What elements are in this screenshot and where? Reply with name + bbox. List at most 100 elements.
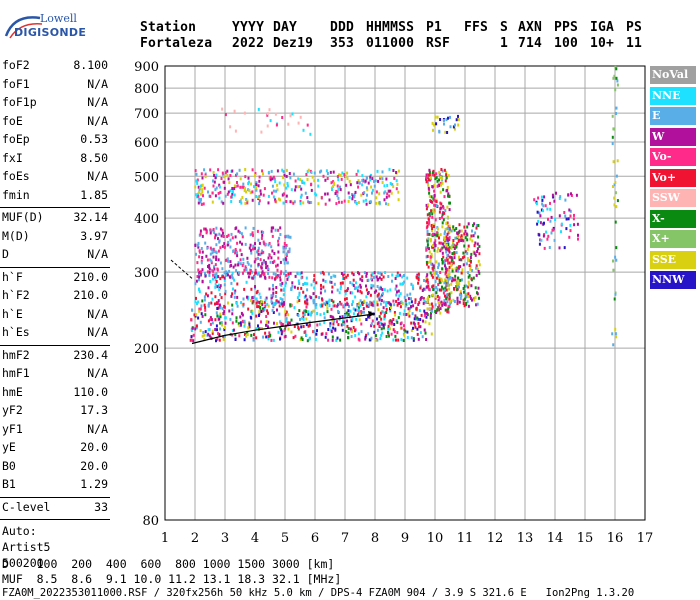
echo-point xyxy=(386,289,389,293)
echo-point xyxy=(427,217,430,221)
echo-point xyxy=(458,258,461,262)
echo-point xyxy=(269,260,272,264)
echo-point xyxy=(214,176,217,180)
echo-point xyxy=(247,295,250,299)
echo-point xyxy=(553,238,556,242)
param-value: N/A xyxy=(87,113,108,128)
echo-point xyxy=(242,262,245,265)
echo-point xyxy=(323,312,326,316)
echo-point xyxy=(456,282,459,286)
echo-point xyxy=(308,337,311,341)
echo-point xyxy=(426,273,429,277)
echo-point xyxy=(365,198,368,202)
echo-point xyxy=(464,236,467,240)
echo-point xyxy=(379,175,382,179)
echo-point xyxy=(380,272,383,276)
echo-point xyxy=(308,201,311,205)
echo-point xyxy=(246,297,249,301)
echo-point xyxy=(443,211,446,215)
param-name: foE xyxy=(2,113,23,128)
echo-point xyxy=(307,168,310,172)
param-value: 0.53 xyxy=(80,132,108,146)
echo-point xyxy=(211,297,214,301)
echo-point xyxy=(260,236,263,240)
echo-point xyxy=(558,214,561,218)
echo-point xyxy=(266,112,269,116)
echo-point xyxy=(256,250,259,254)
echo-point xyxy=(559,195,562,199)
param-row-m-d-: M(D) 3.97 xyxy=(0,229,112,248)
echo-point xyxy=(560,222,563,226)
header-value-ddd: 353 xyxy=(330,36,355,51)
echo-point xyxy=(326,303,328,307)
echo-point xyxy=(236,282,239,286)
echo-point xyxy=(294,274,297,278)
autoscale-line: Auto: xyxy=(2,524,37,538)
echo-point xyxy=(211,251,214,255)
echo-point xyxy=(229,245,232,249)
echo-point xyxy=(477,270,480,273)
echo-point xyxy=(465,284,468,288)
echo-point xyxy=(437,306,440,309)
echo-point xyxy=(267,334,270,338)
param-row-fxi: fxI 8.50 xyxy=(0,151,112,170)
echo-point xyxy=(352,278,355,282)
echo-point xyxy=(410,300,413,304)
echo-point xyxy=(226,243,229,247)
echo-point xyxy=(231,192,234,196)
echo-point xyxy=(267,201,270,205)
echo-point xyxy=(340,284,342,288)
echo-point xyxy=(229,238,232,242)
echo-point xyxy=(428,307,431,311)
x-tick-label: 4 xyxy=(251,531,259,546)
echo-point xyxy=(364,179,367,183)
y-tick-label: 200 xyxy=(134,342,159,357)
echo-point xyxy=(431,173,434,177)
echo-point xyxy=(370,277,373,281)
echo-point xyxy=(438,210,441,214)
echo-point xyxy=(382,275,385,279)
echo-point xyxy=(463,225,466,229)
echo-point xyxy=(324,178,327,182)
echo-point xyxy=(203,298,206,302)
echo-point xyxy=(190,318,193,322)
echo-point xyxy=(239,315,242,319)
echo-point xyxy=(303,281,306,285)
echo-point xyxy=(369,200,372,204)
echo-point xyxy=(309,296,312,300)
echo-point xyxy=(320,287,323,291)
echo-point xyxy=(241,264,244,267)
echo-point xyxy=(353,287,356,290)
echo-point xyxy=(282,250,285,254)
echo-point xyxy=(224,321,227,325)
header-label-ddd: DDD xyxy=(330,20,355,35)
echo-point xyxy=(423,279,425,282)
echo-point xyxy=(299,272,302,276)
echo-point xyxy=(205,254,208,258)
param-separator xyxy=(0,266,110,268)
echo-point xyxy=(287,327,290,331)
echo-point xyxy=(284,313,287,317)
echo-point xyxy=(373,271,376,275)
echo-point xyxy=(212,247,215,251)
echo-point xyxy=(383,314,386,317)
echo-point xyxy=(195,179,198,183)
param-value: 1.85 xyxy=(80,187,108,202)
echo-point xyxy=(201,280,204,284)
echo-point xyxy=(438,170,441,174)
echo-point xyxy=(542,234,545,238)
echo-point xyxy=(229,260,232,264)
echo-point xyxy=(210,259,213,263)
param-value: 210.0 xyxy=(73,269,108,284)
echo-point xyxy=(218,183,221,187)
echo-point xyxy=(340,323,343,327)
echo-point xyxy=(214,263,217,267)
echo-point xyxy=(426,221,429,225)
echo-point xyxy=(275,189,278,193)
echo-point xyxy=(198,197,201,201)
echo-point xyxy=(262,172,264,176)
echo-point xyxy=(380,299,383,302)
echo-point xyxy=(320,304,322,308)
echo-point xyxy=(251,247,254,251)
echo-point xyxy=(296,300,299,304)
